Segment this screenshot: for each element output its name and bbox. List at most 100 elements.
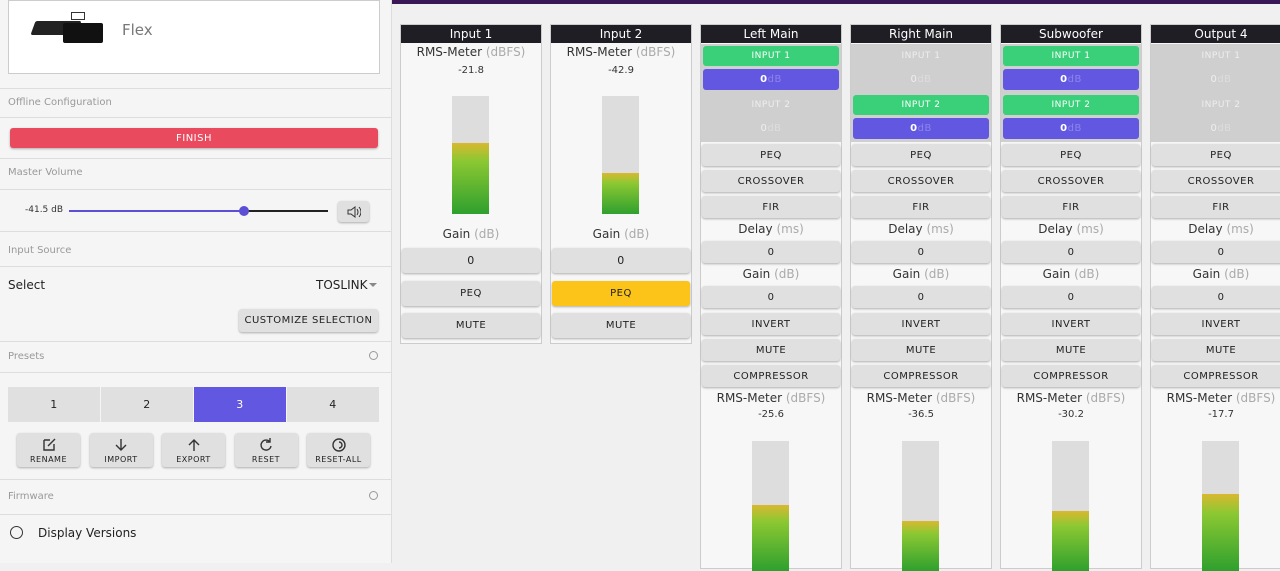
channel-name: Subwoofer — [1001, 25, 1141, 43]
route-button[interactable]: INPUT 2 — [1003, 95, 1139, 115]
channel-button[interactable]: INVERT — [702, 313, 840, 335]
customize-button[interactable]: CUSTOMIZE SELECTION — [239, 309, 378, 332]
channel-button[interactable]: 0 — [1152, 286, 1280, 308]
route-level[interactable]: 0 dB — [1003, 69, 1139, 90]
route-level[interactable]: 0 dB — [853, 118, 989, 139]
channel-button[interactable]: 0 — [702, 286, 840, 308]
route-level[interactable]: 0 dB — [1003, 118, 1139, 139]
field-label: Delay (ms) — [851, 222, 991, 236]
channel-button[interactable]: PEQ — [1152, 144, 1280, 166]
level-unit: dB — [767, 123, 782, 134]
route-level[interactable]: 0 dB — [853, 69, 989, 90]
action-icon — [42, 438, 55, 451]
input-card: Input 2 RMS-Meter (dBFS) -42.9 Gain (dB) 0 PE… — [550, 24, 692, 344]
output-card: Subwoofer INPUT 1 0 dB INPUT 2 0 dB PEQ CROSSOVE… — [1000, 24, 1142, 571]
channel-button[interactable]: CROSSOVER — [1002, 170, 1140, 192]
select-value[interactable]: TOSLINK — [316, 278, 368, 292]
device-logo — [71, 12, 85, 20]
device-image — [63, 23, 103, 43]
channel-button[interactable]: 0 — [702, 241, 840, 263]
channel-button[interactable]: INVERT — [1152, 313, 1280, 335]
channel-button[interactable]: MUTE — [702, 339, 840, 361]
action-button[interactable]: EXPORT — [162, 433, 225, 467]
channel-button[interactable]: PEQ — [552, 281, 690, 306]
rms-meter — [602, 96, 639, 214]
channel-button[interactable]: FIR — [702, 196, 840, 218]
finish-button[interactable]: FINISH — [10, 128, 378, 148]
channel-button[interactable]: CROSSOVER — [1152, 170, 1280, 192]
route-button[interactable]: INPUT 1 — [901, 51, 941, 61]
label-text: RMS-Meter — [416, 45, 483, 59]
rms-meter-fill — [452, 143, 489, 214]
channel-button[interactable]: INVERT — [852, 313, 990, 335]
channel-button[interactable]: 0 — [852, 241, 990, 263]
label-text: Delay — [1038, 222, 1073, 236]
action-label: IMPORT — [104, 454, 138, 464]
channel-button[interactable]: 0 — [552, 248, 690, 273]
channel-button[interactable]: COMPRESSOR — [1152, 365, 1280, 387]
route-level[interactable]: 0 dB — [703, 69, 839, 90]
device-name: Flex — [122, 21, 153, 39]
label-unit: (ms) — [926, 222, 954, 236]
channel-button[interactable]: MUTE — [852, 339, 990, 361]
channel-button[interactable]: 0 — [852, 286, 990, 308]
label-text: Gain — [442, 227, 471, 241]
label-unit: (ms) — [776, 222, 804, 236]
channel-button[interactable]: MUTE — [1002, 339, 1140, 361]
route-button[interactable]: INPUT 1 — [1201, 51, 1241, 61]
channel-button[interactable]: PEQ — [402, 281, 540, 306]
channel-button[interactable]: MUTE — [1152, 339, 1280, 361]
info-icon — [10, 526, 23, 539]
channel-button[interactable]: MUTE — [402, 313, 540, 338]
route-button[interactable]: INPUT 2 — [751, 100, 791, 110]
route-button[interactable]: INPUT 1 — [703, 46, 839, 66]
action-button[interactable]: RESET — [234, 433, 298, 467]
channel-button[interactable]: PEQ — [1002, 144, 1140, 166]
route-button[interactable]: INPUT 1 — [1003, 46, 1139, 66]
channel-button[interactable]: MUTE — [552, 313, 690, 338]
field-label: RMS-Meter (dBFS) — [401, 45, 541, 59]
channel-button[interactable]: FIR — [852, 196, 990, 218]
action-button[interactable]: IMPORT — [89, 433, 153, 467]
channel-button[interactable]: CROSSOVER — [852, 170, 990, 192]
channel-button[interactable]: 0 — [402, 248, 540, 273]
channel-button[interactable]: 0 — [1152, 241, 1280, 263]
route-level[interactable]: 0 dB — [703, 118, 839, 139]
action-button[interactable]: RENAME — [17, 433, 80, 467]
label-unit: (dBFS) — [935, 391, 976, 405]
slider-thumb[interactable] — [239, 206, 249, 216]
mute-volume-button[interactable] — [338, 201, 369, 222]
action-button[interactable]: RESET-ALL — [307, 433, 370, 467]
channel-button[interactable]: INVERT — [1002, 313, 1140, 335]
channel-button[interactable]: CROSSOVER — [702, 170, 840, 192]
field-label: Gain (dB) — [1001, 267, 1141, 281]
help-icon[interactable] — [369, 351, 378, 360]
preset-button[interactable]: 2 — [101, 387, 193, 422]
preset-button[interactable]: 3 — [194, 387, 286, 422]
channel-button[interactable]: 0 — [1002, 241, 1140, 263]
channel-button[interactable]: PEQ — [702, 144, 840, 166]
route-level[interactable]: 0 dB — [1153, 118, 1280, 139]
rms-meter — [1202, 441, 1239, 571]
channel-button[interactable]: FIR — [1002, 196, 1140, 218]
channel-button[interactable]: PEQ — [852, 144, 990, 166]
level-value: 0 — [760, 123, 768, 134]
route-button[interactable]: INPUT 2 — [1201, 100, 1241, 110]
channel-button[interactable]: 0 — [1002, 286, 1140, 308]
channel-button[interactable]: COMPRESSOR — [852, 365, 990, 387]
preset-button[interactable]: 1 — [8, 387, 100, 422]
preset-button[interactable]: 4 — [287, 387, 379, 422]
channel-button[interactable]: FIR — [1152, 196, 1280, 218]
route-level[interactable]: 0 dB — [1153, 69, 1280, 90]
route-button[interactable]: INPUT 2 — [853, 95, 989, 115]
field-label: RMS-Meter (dBFS) — [1151, 391, 1280, 405]
channel-button[interactable]: COMPRESSOR — [1002, 365, 1140, 387]
label-text: Gain — [1042, 267, 1071, 281]
display-versions[interactable]: Display Versions — [38, 526, 137, 540]
field-label: Gain (dB) — [1151, 267, 1280, 281]
rms-meter-fill — [902, 521, 939, 571]
channel-button[interactable]: COMPRESSOR — [702, 365, 840, 387]
help-icon[interactable] — [369, 491, 378, 500]
rms-value: -25.6 — [758, 409, 784, 420]
